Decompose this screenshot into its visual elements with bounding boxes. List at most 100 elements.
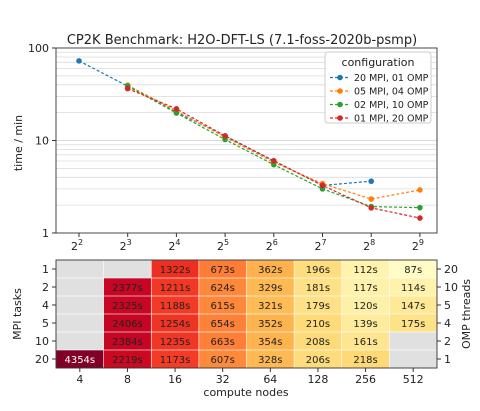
heatmap-cell (55, 313, 105, 333)
heatmap-cell-label: 2406s (112, 319, 143, 330)
legend-swatch-marker (337, 115, 343, 121)
heatmap-cell-label: 1322s (160, 265, 191, 276)
mpi-tick-label: 5 (42, 317, 49, 330)
nodes-tick-label: 128 (307, 373, 328, 386)
heatmap-x-axis-label: compute nodes (203, 386, 288, 399)
heatmap-cell-label: 321s (258, 301, 282, 312)
heatmap-cell-label: 139s (353, 319, 377, 330)
heatmap-cell-label: 4354s (64, 355, 95, 366)
nodes-tick-label: 8 (124, 373, 131, 386)
data-point (173, 110, 180, 116)
legend-swatch-marker (337, 101, 343, 108)
line-y-ticks: 1 10 100 (28, 42, 56, 240)
heatmap-cell-label: 114s (401, 283, 425, 294)
data-point (319, 182, 326, 189)
heatmap-x-ticks: 4 8 16 32 64 128 256 512 (76, 368, 424, 386)
heatmap-cell-label: 196s (306, 265, 330, 276)
heatmap-cell-label: 1211s (160, 283, 191, 294)
data-point (368, 196, 375, 202)
omp-tick-label: 4 (444, 317, 451, 330)
heatmap-cell-label: 352s (258, 319, 282, 330)
x-tick-label: 24 (168, 238, 180, 253)
heatmap-y2-ticks: 20 10 5 4 2 1 (437, 263, 458, 366)
data-point (417, 204, 423, 211)
heatmap: 1322s 673s 362s 196s 112s 87s 2377s 1211s 624s 32… (55, 259, 438, 369)
heatmap-cell-label: 673s (211, 265, 235, 276)
line-x-ticks: 22 23 24 25 26 27 28 29 (71, 233, 424, 253)
nodes-tick-label: 16 (168, 373, 182, 386)
nodes-tick-label: 32 (216, 373, 230, 386)
heatmap-cell-label: 210s (306, 319, 330, 330)
heatmap-cell (55, 259, 105, 279)
omp-tick-label: 10 (444, 281, 458, 294)
heatmap-cell-label: 654s (211, 319, 235, 330)
omp-tick-label: 2 (444, 335, 451, 348)
data-point (417, 187, 423, 193)
mpi-tick-label: 1 (42, 263, 49, 276)
nodes-tick-label: 256 (355, 373, 376, 386)
heatmap-cell (389, 331, 438, 351)
heatmap-cell-label: 175s (401, 319, 425, 330)
heatmap-cell-label: 208s (306, 337, 330, 348)
y-tick-label: 1 (42, 227, 49, 240)
omp-tick-label: 5 (444, 299, 451, 312)
chart-title: CP2K Benchmark: H2O-DFT-LS (7.1-foss-202… (67, 33, 417, 48)
line-series-layer (76, 58, 423, 221)
heatmap-cell-label: 607s (211, 355, 235, 366)
heatmap-frame (55, 259, 438, 369)
data-point (368, 178, 375, 185)
heatmap-cell-label: 624s (211, 283, 235, 294)
legend-box (324, 51, 432, 124)
x-tick-label: 25 (217, 238, 229, 253)
heatmap-y2-axis-label: OMP threads (460, 279, 473, 349)
legend-label: 01 MPI, 20 OMP (354, 114, 429, 125)
heatmap-cell-label: 2384s (112, 337, 143, 348)
heatmap-cell (55, 295, 105, 315)
legend-title: configuration (342, 56, 415, 69)
omp-tick-label: 20 (444, 263, 458, 276)
heatmap-cell-label: 161s (353, 337, 377, 348)
nodes-tick-label: 4 (76, 373, 83, 386)
heatmap-cell-label: 329s (258, 283, 282, 294)
y-axis-label: time / min (12, 115, 25, 171)
heatmap-cell-label: 2219s (112, 355, 143, 366)
heatmap-cell (55, 331, 105, 351)
data-point (417, 215, 423, 221)
heatmap-cell (389, 349, 438, 369)
heatmap-cell-label: 2325s (112, 301, 143, 312)
heatmap-cell-label: 354s (258, 337, 282, 348)
heatmap-cell-label: 1235s (160, 337, 191, 348)
legend-label: 02 MPI, 10 OMP (354, 100, 429, 111)
mpi-tick-label: 2 (42, 281, 49, 294)
legend-swatch-marker (337, 74, 343, 81)
y-tick-label: 10 (35, 135, 49, 148)
data-point (222, 133, 228, 139)
legend: configuration 20 MPI, 01 OMP 05 MPI, 04 O… (324, 51, 432, 125)
nodes-tick-label: 64 (263, 373, 277, 386)
heatmap-cell-label: 206s (306, 355, 330, 366)
data-point (271, 161, 277, 168)
heatmap-cell-label: 181s (306, 283, 330, 294)
heatmap-cell-label: 179s (306, 301, 330, 312)
data-point (173, 106, 180, 112)
x-tick-label: 27 (314, 238, 326, 253)
heatmap-cell-label: 218s (353, 355, 377, 366)
heatmap-y-axis-label: MPI tasks (11, 288, 24, 340)
heatmap-cell-label: 328s (258, 355, 282, 366)
heatmap-cell-label: 120s (353, 301, 377, 312)
heatmap-cell (55, 277, 105, 297)
legend-swatch-marker (337, 88, 343, 94)
nodes-tick-label: 512 (403, 373, 424, 386)
x-tick-label: 28 (363, 238, 375, 253)
y-tick-label: 100 (28, 42, 49, 55)
mpi-tick-label: 4 (42, 299, 49, 312)
heatmap-cell-label: 112s (353, 265, 377, 276)
heatmap-cell-label: 1254s (160, 319, 191, 330)
heatmap-cell-label: 117s (353, 283, 377, 294)
heatmap-y-ticks: 1 2 4 5 10 20 (35, 263, 56, 366)
heatmap-cell-label: 2377s (112, 283, 143, 294)
data-point (368, 205, 375, 211)
heatmap-cell-label: 147s (401, 301, 425, 312)
heatmap-cell-label: 1173s (160, 355, 191, 366)
